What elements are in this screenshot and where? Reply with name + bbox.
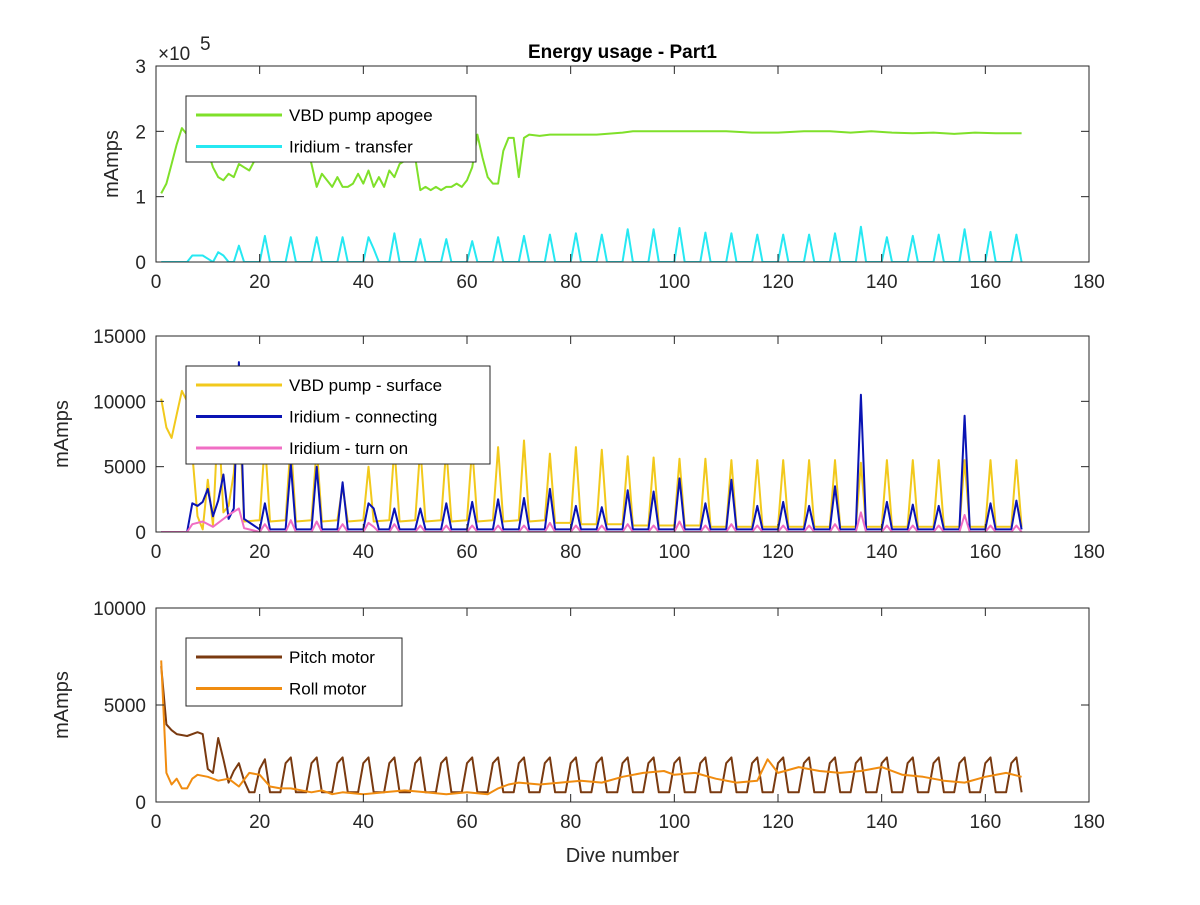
- x-tick-label: 40: [353, 542, 374, 563]
- legend-label: VBD pump - surface: [289, 376, 442, 395]
- y-tick-label: 0: [135, 523, 146, 544]
- y-tick-label: 0: [135, 253, 146, 274]
- x-axis-label: Dive number: [566, 845, 680, 867]
- x-tick-label: 100: [658, 542, 690, 563]
- y-tick-label: 3: [135, 57, 146, 78]
- x-tick-label: 60: [456, 812, 477, 833]
- x-tick-label: 80: [560, 542, 581, 563]
- legend: VBD pump - surface Iridium - connecting Ir…: [185, 365, 491, 465]
- x-tick-label: 80: [560, 272, 581, 293]
- x-tick-label: 0: [151, 272, 162, 293]
- series-line-2: [161, 361, 1023, 532]
- legend: VBD pump apogee Iridium - transfer: [185, 95, 477, 163]
- y-tick-label: 5000: [104, 458, 146, 479]
- legend-box: [185, 95, 477, 163]
- x-tick-label: 120: [762, 812, 794, 833]
- x-tick-label: 180: [1073, 272, 1105, 293]
- x-tick-label: 60: [456, 542, 477, 563]
- x-tick-label: 180: [1073, 812, 1105, 833]
- legend-label: Roll motor: [289, 680, 367, 699]
- legend-label: Iridium - turn on: [289, 439, 408, 458]
- x-tick-label: 100: [658, 812, 690, 833]
- x-tick-label: 160: [969, 812, 1001, 833]
- x-tick-label: 80: [560, 812, 581, 833]
- series-group: [160, 660, 1023, 796]
- y-tick-label: 0: [135, 793, 146, 814]
- x-tick-label: 20: [249, 542, 270, 563]
- series-line-1: [160, 389, 1023, 531]
- y-tick-label: 1: [135, 188, 146, 209]
- x-tick-label: 160: [969, 272, 1001, 293]
- series-line-1: [160, 666, 1023, 794]
- x-tick-label: 40: [353, 272, 374, 293]
- y-axis-label: mAmps: [51, 400, 73, 468]
- series-line-3: [161, 507, 1023, 532]
- x-tick-label: 0: [151, 812, 162, 833]
- panel-2: 0 20 40 60 80 100 120 140 160 180 0 5000 10000 15000 m…: [51, 327, 1105, 563]
- x-tick-label: 60: [456, 272, 477, 293]
- series-line-2: [160, 660, 1022, 796]
- y-axis-label: mAmps: [51, 671, 73, 739]
- y-tick-label: 2: [135, 122, 146, 143]
- x-tick-label: 120: [762, 542, 794, 563]
- x-tick-label: 0: [151, 542, 162, 563]
- legend-label: Pitch motor: [289, 648, 375, 667]
- y-tick-label: 10000: [93, 392, 146, 413]
- x-tick-label: 180: [1073, 542, 1105, 563]
- x-tick-label: 20: [249, 812, 270, 833]
- y-tick-label: 15000: [93, 327, 146, 348]
- y-axis-label: mAmps: [101, 130, 123, 198]
- x-tick-label: 140: [866, 812, 898, 833]
- panel-1: 0 20 40 60 80 100 120 140 160 180 0 1 2 3 ×10 5 Energy u…: [101, 34, 1105, 293]
- axes-box: [155, 65, 1090, 263]
- x-tick-label: 100: [658, 272, 690, 293]
- legend-label: Iridium - connecting: [289, 408, 437, 427]
- x-tick-label: 40: [353, 812, 374, 833]
- legend: Pitch motor Roll motor: [185, 637, 403, 707]
- plot-area: [156, 66, 1089, 262]
- y-tick-label: 10000: [93, 599, 146, 620]
- legend-label: VBD pump apogee: [289, 106, 433, 125]
- panel-3: 0 20 40 60 80 100 120 140 160 180 0 5000 10000 mAmps D…: [51, 599, 1105, 867]
- y-multiplier: ×10: [158, 44, 190, 65]
- x-tick-label: 120: [762, 272, 794, 293]
- legend-label: Iridium - transfer: [289, 138, 413, 157]
- x-tick-label: 20: [249, 272, 270, 293]
- y-tick-label: 5000: [104, 696, 146, 717]
- x-tick-label: 140: [866, 542, 898, 563]
- y-multiplier-exponent: 5: [200, 34, 211, 55]
- x-tick-label: 140: [866, 272, 898, 293]
- series-group: [160, 361, 1023, 532]
- x-tick-label: 160: [969, 542, 1001, 563]
- axes-box: [155, 335, 1090, 533]
- chart-title: Energy usage - Part1: [528, 42, 717, 63]
- legend-box: [185, 637, 403, 707]
